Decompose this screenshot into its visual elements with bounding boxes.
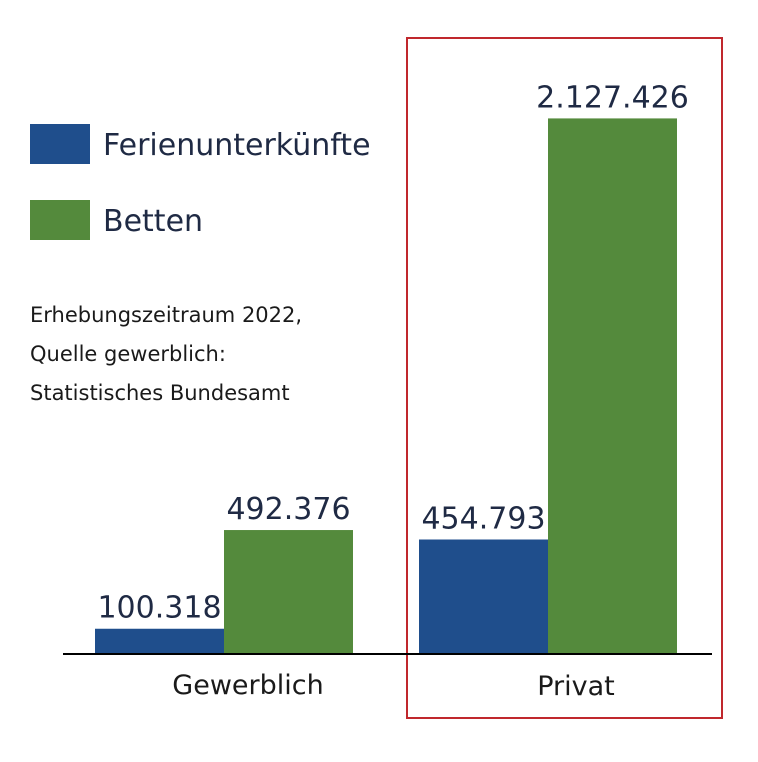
note-line-2: Quelle gewerblich: [30,342,226,366]
value-label-gewerblich-betten: 492.376 [226,492,350,527]
value-labels: 100.318 492.376 454.793 2.127.426 [97,80,688,625]
category-labels: Gewerblich Privat [172,670,614,702]
legend: Ferienunterkünfte Betten [30,124,371,240]
legend-label-betten: Betten [103,204,203,239]
bars [95,118,677,654]
legend-swatch-ferienunterkuenfte [30,124,90,164]
note-line-1: Erhebungszeitraum 2022, [30,303,302,327]
source-note: Erhebungszeitraum 2022, Quelle gewerblic… [30,303,302,405]
highlight-frame-privat [406,37,723,719]
value-label-privat-betten: 2.127.426 [536,80,689,115]
category-label-privat: Privat [537,671,615,702]
bar-gewerblich-betten [224,530,353,654]
legend-swatch-betten [30,200,90,240]
legend-label-ferienunterkuenfte: Ferienunterkünfte [103,128,371,163]
note-line-3: Statistisches Bundesamt [30,381,290,405]
value-label-privat-ferienunterkuenfte: 454.793 [421,502,545,537]
bar-gewerblich-ferienunterkuenfte [95,628,224,654]
bar-privat-betten [548,118,677,654]
category-label-gewerblich: Gewerblich [172,670,323,701]
bar-privat-ferienunterkuenfte [419,539,548,654]
value-label-gewerblich-ferienunterkuenfte: 100.318 [97,591,221,626]
